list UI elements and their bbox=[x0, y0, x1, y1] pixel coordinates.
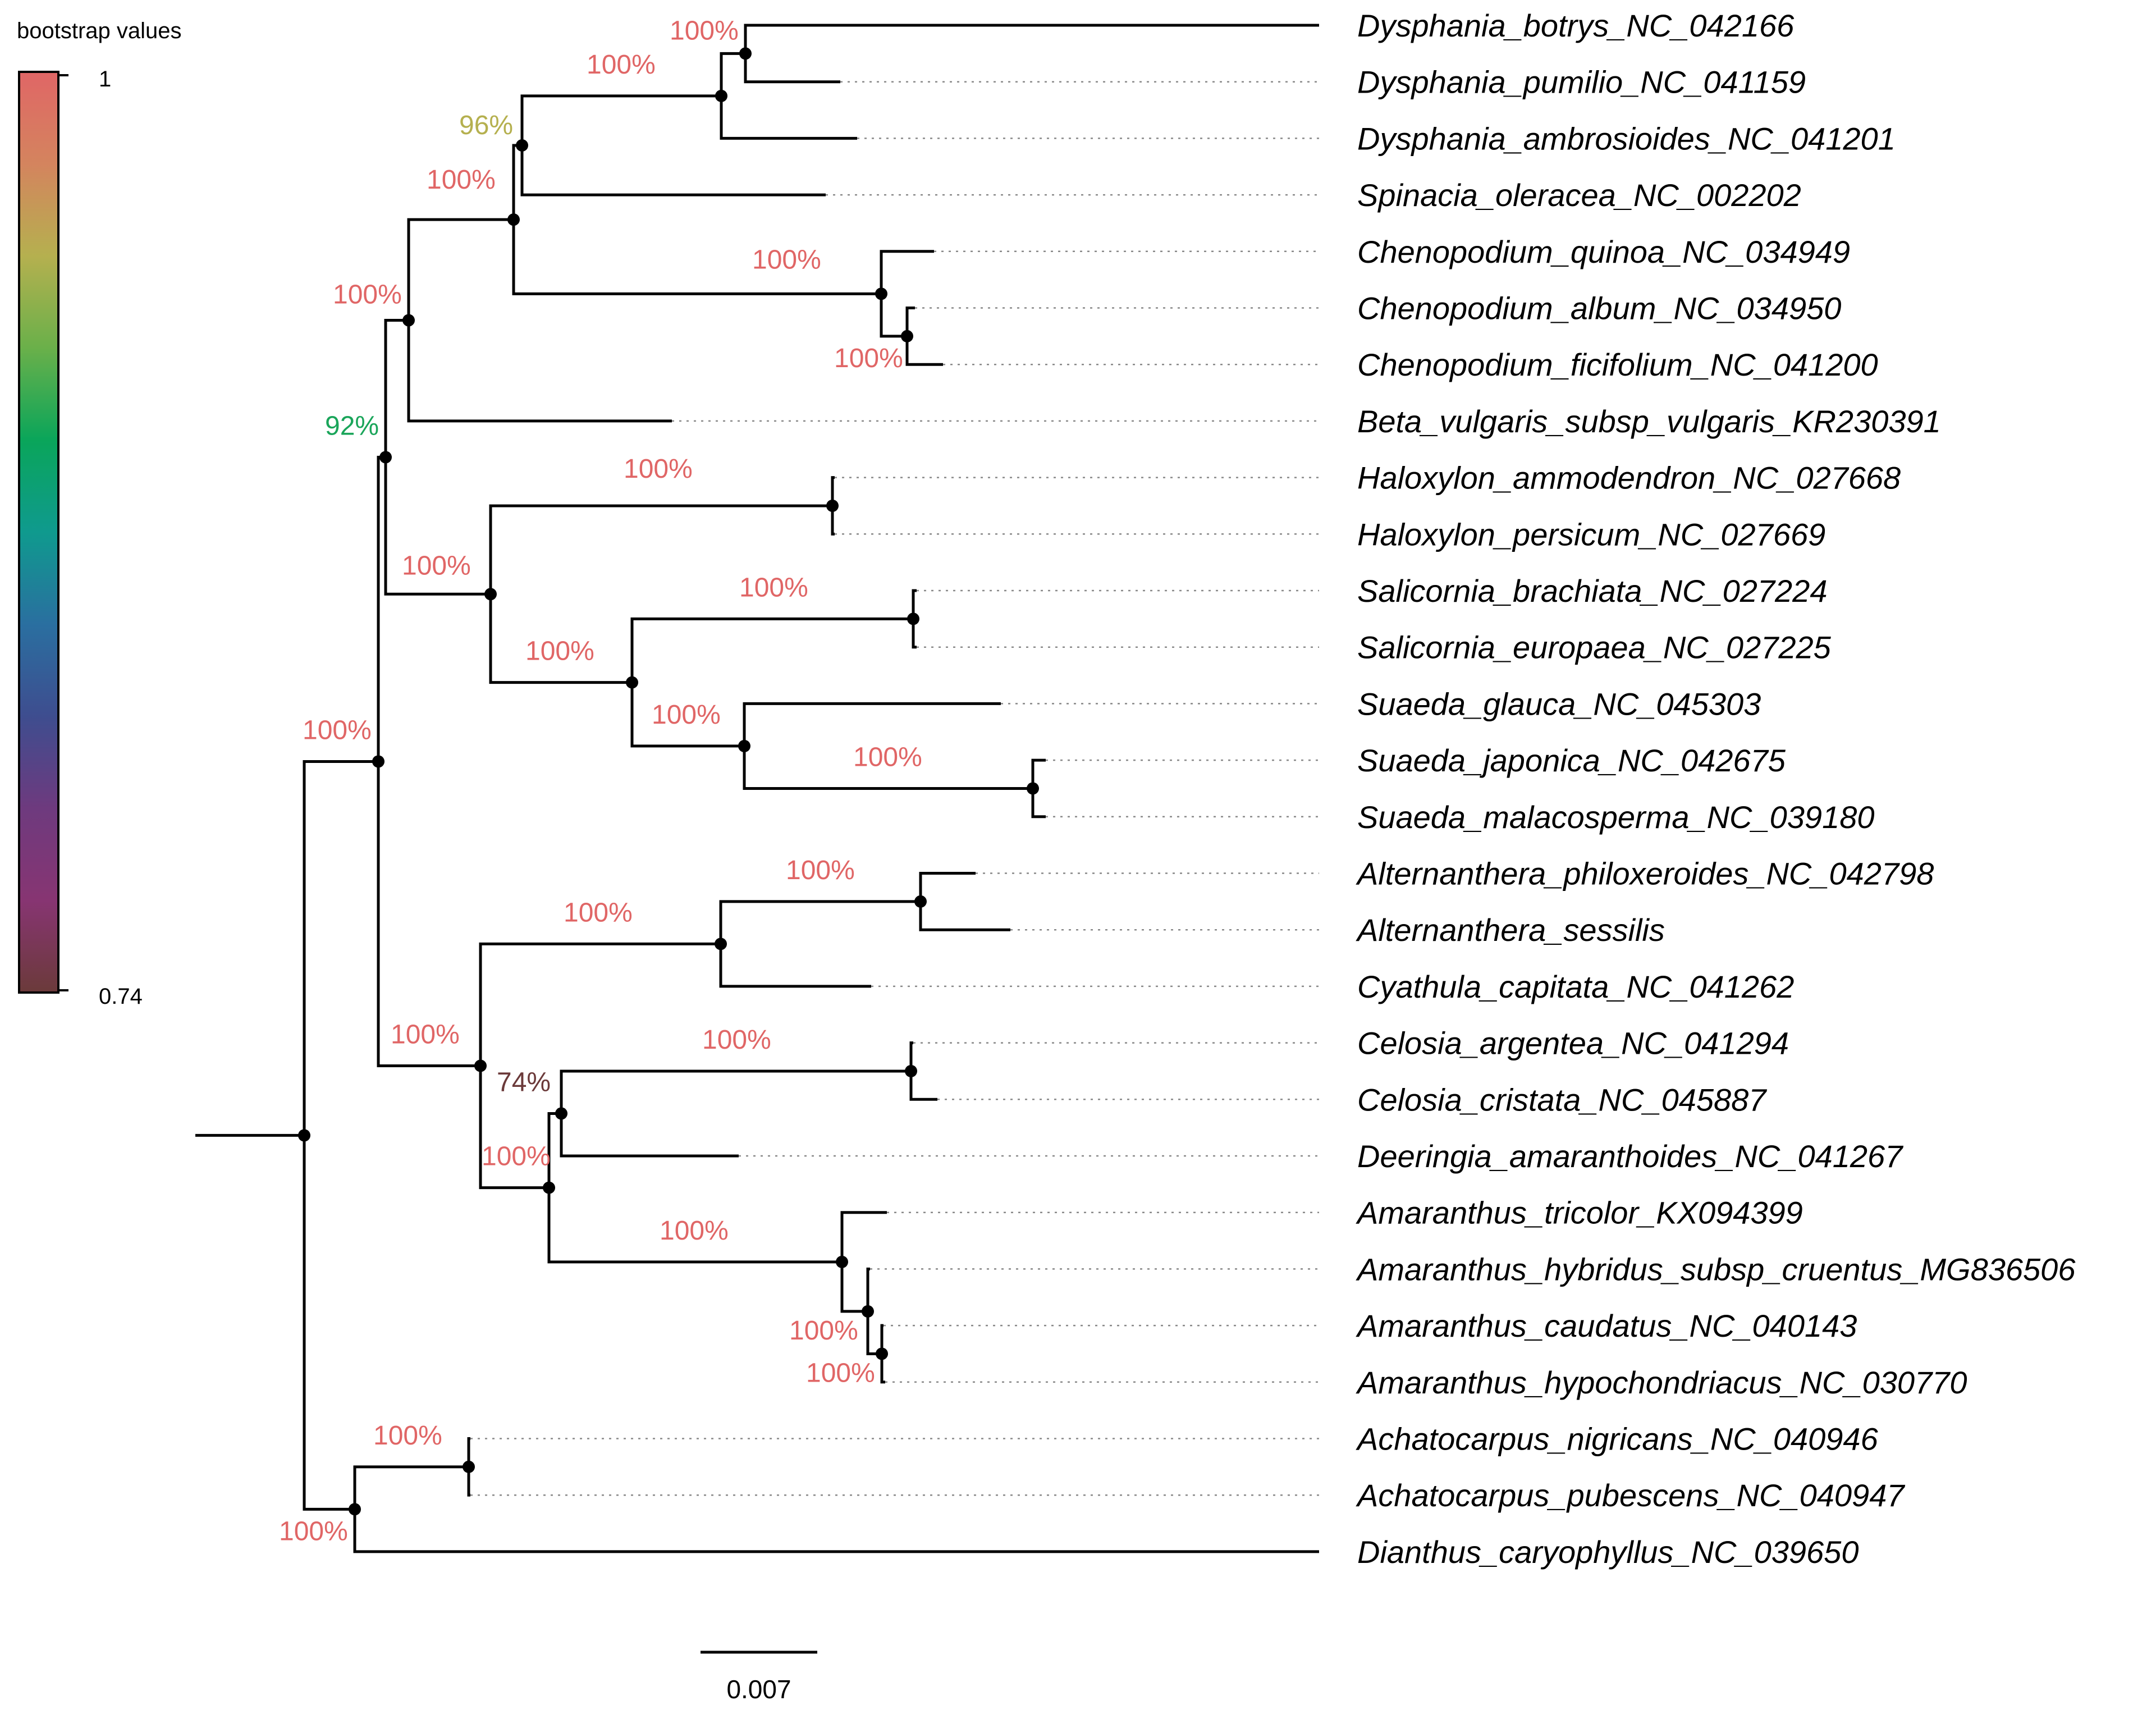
tip-label: Salicornia_brachiata_NC_027224 bbox=[1357, 573, 1827, 609]
bootstrap-label: 100% bbox=[752, 245, 821, 275]
tip-label: Amaranthus_hypochondriacus_NC_030770 bbox=[1356, 1365, 1967, 1400]
node-marker bbox=[901, 330, 913, 342]
tip-label: Dysphania_pumilio_NC_041159 bbox=[1357, 65, 1806, 100]
bootstrap-label: 100% bbox=[652, 700, 721, 730]
tip-label: Salicornia_europaea_NC_027225 bbox=[1357, 630, 1832, 665]
bootstrap-label: 92% bbox=[325, 411, 379, 441]
tip-label: Amaranthus_tricolor_KX094399 bbox=[1356, 1195, 1803, 1231]
tip-label: Dysphania_botrys_NC_042166 bbox=[1357, 8, 1795, 43]
node-marker bbox=[907, 612, 919, 625]
bootstrap-label: 100% bbox=[853, 742, 922, 772]
tip-label: Alternanthera_sessilis bbox=[1356, 912, 1665, 948]
node-marker bbox=[862, 1305, 874, 1318]
tip-label: Achatocarpus_pubescens_NC_040947 bbox=[1356, 1478, 1905, 1513]
tip-label: Dysphania_ambrosioides_NC_041201 bbox=[1357, 121, 1896, 156]
node-marker bbox=[516, 139, 528, 152]
node-marker bbox=[715, 938, 727, 950]
bootstrap-legend: bootstrap values 1 0.74 bbox=[17, 19, 182, 1009]
tip-label: Deeringia_amaranthoides_NC_041267 bbox=[1357, 1139, 1903, 1174]
bootstrap-label: 100% bbox=[279, 1516, 348, 1546]
node-marker bbox=[349, 1503, 361, 1516]
bootstrap-label: 100% bbox=[702, 1025, 771, 1055]
bootstrap-label: 100% bbox=[834, 344, 903, 373]
bootstrap-label: 100% bbox=[624, 454, 693, 484]
legend-title: bootstrap values bbox=[17, 19, 182, 43]
bootstrap-label: 100% bbox=[427, 165, 496, 195]
scale-bar: 0.007 bbox=[701, 1651, 817, 1704]
tip-labels: Dysphania_botrys_NC_042166 Dysphania_pumi… bbox=[1356, 8, 2076, 1570]
tip-label: Achatocarpus_nigricans_NC_040946 bbox=[1356, 1421, 1879, 1457]
tip-label: Dianthus_caryophyllus_NC_039650 bbox=[1357, 1534, 1859, 1570]
node-marker bbox=[555, 1107, 567, 1120]
node-marker bbox=[1027, 782, 1039, 795]
bootstrap-label: 100% bbox=[670, 16, 739, 45]
node-marker bbox=[463, 1460, 475, 1473]
node-marker bbox=[715, 89, 727, 102]
tip-label: Suaeda_malacosperma_NC_039180 bbox=[1357, 799, 1875, 835]
node-marker bbox=[738, 739, 750, 752]
bootstrap-label: 100% bbox=[525, 637, 594, 666]
node-marker bbox=[626, 676, 638, 689]
bootstrap-label: 100% bbox=[391, 1020, 460, 1050]
legend-color-bar bbox=[18, 71, 59, 994]
node-marker bbox=[875, 287, 887, 300]
node-marker bbox=[372, 755, 384, 768]
bootstrap-label: 100% bbox=[564, 898, 633, 927]
node-marker bbox=[739, 47, 752, 60]
bootstrap-support-labels: 100% 100% 96% 100% 100% 100% 100% 100% 100% 100% 1… bbox=[279, 16, 922, 1546]
node-marker bbox=[484, 588, 497, 601]
tip-label: Suaeda_glauca_NC_045303 bbox=[1357, 686, 1761, 721]
bootstrap-label: 100% bbox=[333, 280, 402, 310]
bootstrap-label: 100% bbox=[806, 1358, 875, 1388]
node-marker bbox=[836, 1255, 848, 1268]
bootstrap-label: 100% bbox=[789, 1316, 858, 1346]
tip-label: Haloxylon_ammodendron_NC_027668 bbox=[1357, 460, 1901, 496]
tree-nodes bbox=[298, 47, 1039, 1516]
bootstrap-label: 100% bbox=[587, 50, 656, 80]
tip-label: Celosia_argentea_NC_041294 bbox=[1357, 1026, 1789, 1061]
node-marker bbox=[905, 1064, 917, 1077]
node-marker bbox=[507, 213, 520, 226]
bootstrap-label: 100% bbox=[373, 1421, 442, 1451]
legend-min-label: 0.74 bbox=[99, 984, 143, 1009]
tip-label: Beta_vulgaris_subsp_vulgaris_KR230391 bbox=[1357, 404, 1941, 439]
legend-max-label: 1 bbox=[99, 67, 111, 92]
node-marker bbox=[543, 1181, 555, 1194]
tip-label: Suaeda_japonica_NC_042675 bbox=[1357, 743, 1786, 778]
node-marker bbox=[379, 451, 392, 464]
tip-label: Alternanthera_philoxeroides_NC_042798 bbox=[1356, 856, 1934, 891]
tip-label: Amaranthus_caudatus_NC_040143 bbox=[1356, 1308, 1857, 1343]
bootstrap-label: 100% bbox=[482, 1142, 551, 1172]
tip-label: Cyathula_capitata_NC_041262 bbox=[1357, 969, 1794, 1004]
node-marker bbox=[298, 1129, 310, 1142]
node-marker bbox=[876, 1347, 888, 1360]
tip-label: Chenopodium_quinoa_NC_034949 bbox=[1357, 234, 1850, 269]
node-marker bbox=[826, 499, 839, 512]
tip-label: Chenopodium_album_NC_034950 bbox=[1357, 291, 1841, 326]
node-marker bbox=[914, 895, 927, 908]
tip-label: Amaranthus_hybridus_subsp_cruentus_MG836… bbox=[1356, 1251, 2076, 1287]
bootstrap-label: 100% bbox=[303, 715, 372, 745]
bootstrap-label: 100% bbox=[660, 1216, 729, 1246]
node-marker bbox=[474, 1059, 487, 1072]
tip-label: Haloxylon_persicum_NC_027669 bbox=[1357, 516, 1825, 552]
bootstrap-label: 96% bbox=[459, 111, 513, 140]
tip-guide-lines bbox=[470, 81, 1319, 1496]
bootstrap-label: 100% bbox=[402, 551, 471, 580]
scale-bar-label: 0.007 bbox=[726, 1675, 791, 1704]
bootstrap-label: 100% bbox=[786, 856, 855, 885]
tip-label: Celosia_cristata_NC_045887 bbox=[1357, 1082, 1767, 1117]
tip-label: Chenopodium_ficifolium_NC_041200 bbox=[1357, 347, 1878, 382]
tip-label: Spinacia_oleracea_NC_002202 bbox=[1357, 177, 1801, 213]
bootstrap-label: 100% bbox=[739, 573, 808, 602]
node-marker bbox=[402, 314, 415, 327]
bootstrap-label: 74% bbox=[497, 1067, 551, 1097]
